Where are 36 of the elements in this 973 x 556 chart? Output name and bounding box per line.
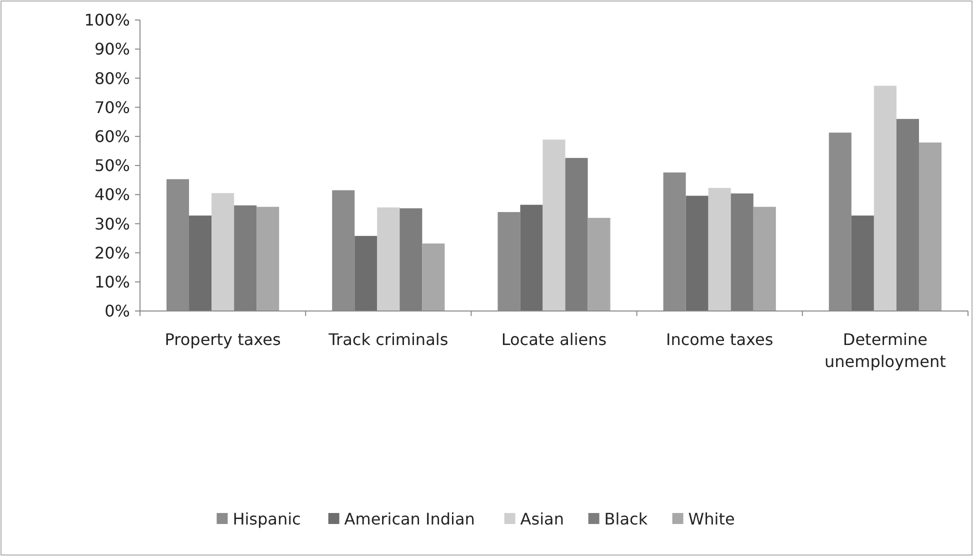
- y-tick-label: 40%: [94, 185, 130, 204]
- y-tick-label: 60%: [94, 127, 130, 146]
- bar: [542, 140, 566, 311]
- bar: [520, 204, 543, 311]
- x-tick-label: Locate aliens: [501, 330, 607, 349]
- y-tick-label: 50%: [94, 156, 130, 176]
- y-tick-label: 70%: [94, 98, 130, 117]
- bar: [708, 188, 731, 311]
- y-tick-label: 100%: [84, 10, 130, 30]
- bar: [422, 243, 445, 311]
- legend-label: White: [688, 510, 735, 529]
- bar: [851, 216, 874, 311]
- y-tick-label: 10%: [94, 272, 130, 292]
- y-tick-label: 30%: [94, 214, 130, 234]
- bar: [753, 206, 776, 311]
- bar: [377, 207, 400, 311]
- y-tick-label: 90%: [94, 40, 130, 59]
- bar: [686, 196, 708, 311]
- x-tick-label: Income taxes: [666, 330, 774, 349]
- bar: [918, 142, 942, 311]
- legend-label: Black: [604, 510, 648, 529]
- bar: [588, 218, 610, 311]
- legend-label: Hispanic: [232, 510, 301, 529]
- bar: [189, 216, 212, 311]
- bar: [212, 193, 234, 311]
- y-tick-label: 0%: [104, 302, 130, 321]
- bar: [354, 236, 378, 311]
- bar: [256, 206, 280, 311]
- bar: [874, 86, 896, 311]
- y-tick-label: 20%: [94, 243, 130, 262]
- x-tick-label: Property taxes: [164, 330, 281, 349]
- x-tick-label: Determine unemployment: [824, 330, 946, 371]
- x-tick-label: Track criminals: [328, 330, 448, 349]
- legend-label: American Indian: [344, 510, 475, 529]
- y-tick-label: 80%: [94, 68, 130, 88]
- legend-label: Asian: [520, 510, 564, 529]
